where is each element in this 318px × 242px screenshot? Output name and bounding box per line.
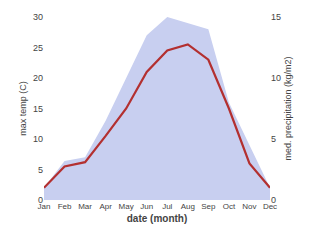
svg-text:20: 20	[33, 73, 43, 83]
svg-text:Dec: Dec	[263, 202, 277, 211]
svg-text:25: 25	[33, 43, 43, 53]
svg-text:Jan: Jan	[38, 202, 51, 211]
svg-text:15: 15	[271, 12, 281, 22]
svg-text:30: 30	[33, 12, 43, 22]
svg-text:Feb: Feb	[58, 202, 72, 211]
svg-text:10: 10	[271, 73, 281, 83]
svg-text:0: 0	[271, 195, 276, 205]
svg-text:Aug: Aug	[181, 202, 195, 211]
svg-text:May: May	[119, 202, 134, 211]
svg-text:15: 15	[33, 104, 43, 114]
svg-text:10: 10	[33, 134, 43, 144]
svg-text:5: 5	[38, 165, 43, 175]
svg-text:Nov: Nov	[242, 202, 256, 211]
svg-text:Jun: Jun	[140, 202, 153, 211]
svg-text:Sep: Sep	[201, 202, 216, 211]
svg-text:0: 0	[38, 195, 43, 205]
svg-text:Jul: Jul	[162, 202, 172, 211]
svg-text:Apr: Apr	[99, 202, 112, 211]
svg-text:Mar: Mar	[78, 202, 92, 211]
svg-text:date (month): date (month)	[127, 213, 188, 224]
svg-text:med. precipitation (kg/m2): med. precipitation (kg/m2)	[283, 56, 293, 160]
svg-text:max temp (C): max temp (C)	[18, 81, 28, 136]
svg-text:Oct: Oct	[223, 202, 236, 211]
svg-text:5: 5	[271, 134, 276, 144]
